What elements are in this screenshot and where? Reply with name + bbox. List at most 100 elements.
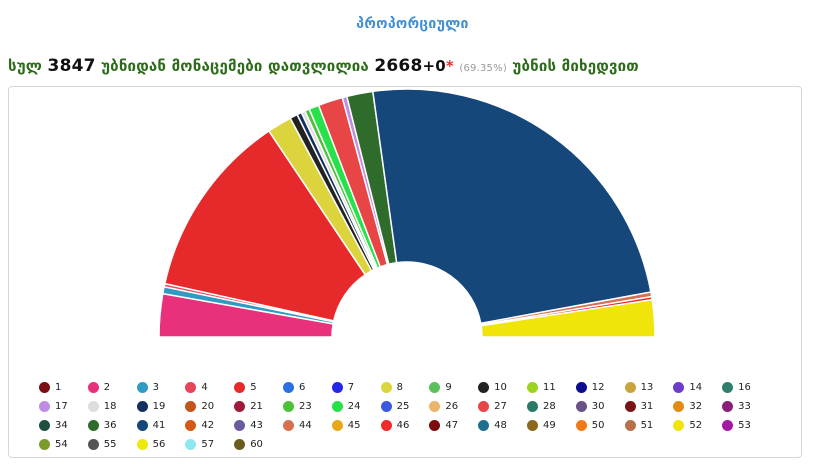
legend-label: 18 bbox=[103, 400, 117, 412]
legend-item-51[interactable]: 51 bbox=[624, 417, 674, 433]
legend-item-50[interactable]: 50 bbox=[575, 417, 625, 433]
legend-item-10[interactable]: 10 bbox=[478, 379, 527, 395]
legend-item-17[interactable]: 17 bbox=[39, 398, 88, 414]
legend-item-2[interactable]: 2 bbox=[87, 379, 137, 395]
summary-middle: უბნიდან მონაცემები დათვლილია bbox=[101, 57, 369, 75]
legend-item-54[interactable]: 54 bbox=[39, 436, 88, 452]
legend-item-6[interactable]: 6 bbox=[282, 379, 332, 395]
legend-item-48[interactable]: 48 bbox=[478, 417, 527, 433]
legend-item-32[interactable]: 32 bbox=[673, 398, 722, 414]
legend-item-47[interactable]: 47 bbox=[429, 417, 478, 433]
legend-item-53[interactable]: 53 bbox=[722, 417, 771, 433]
legend-item-14[interactable]: 14 bbox=[673, 379, 722, 395]
legend-dot-icon bbox=[234, 381, 246, 393]
legend-item-1[interactable]: 1 bbox=[39, 379, 88, 395]
legend-item-49[interactable]: 49 bbox=[526, 417, 576, 433]
legend-item-46[interactable]: 46 bbox=[380, 417, 430, 433]
legend-label: 13 bbox=[640, 381, 654, 393]
legend-item-8[interactable]: 8 bbox=[380, 379, 430, 395]
summary-prefix: სულ bbox=[8, 57, 43, 75]
legend-item-44[interactable]: 44 bbox=[282, 417, 332, 433]
legend-label: 10 bbox=[494, 381, 507, 393]
legend-item-60[interactable]: 60 bbox=[234, 436, 283, 452]
legend-item-4[interactable]: 4 bbox=[185, 379, 234, 395]
legend-label: 20 bbox=[201, 400, 215, 412]
legend-item-26[interactable]: 26 bbox=[429, 398, 478, 414]
legend-item-42[interactable]: 42 bbox=[185, 417, 234, 433]
legend-dot-icon bbox=[429, 381, 441, 393]
legend-item-21[interactable]: 21 bbox=[234, 398, 283, 414]
legend-label: 8 bbox=[396, 381, 403, 393]
legend-label: 11 bbox=[542, 381, 556, 393]
chart-card: 1 2 3 4 5 6 7 8 9 10 11 12 13 14 16 17 18 19 20 21 23 24 25 26 2… bbox=[8, 86, 802, 458]
legend-dot-icon bbox=[722, 400, 734, 412]
legend-item-57[interactable]: 57 bbox=[185, 436, 234, 452]
legend-item-19[interactable]: 19 bbox=[136, 398, 186, 414]
legend-item-28[interactable]: 28 bbox=[526, 398, 576, 414]
legend-dot-icon bbox=[185, 419, 197, 431]
legend-dot-icon bbox=[624, 381, 636, 393]
legend-item-52[interactable]: 52 bbox=[673, 417, 722, 433]
legend-item-36[interactable]: 36 bbox=[87, 417, 137, 433]
legend-item-41[interactable]: 41 bbox=[136, 417, 186, 433]
legend-dot-icon bbox=[234, 438, 246, 450]
legend-item-9[interactable]: 9 bbox=[429, 379, 478, 395]
legend-label: 26 bbox=[445, 400, 459, 412]
slice-party-5[interactable] bbox=[163, 129, 367, 322]
legend-item-25[interactable]: 25 bbox=[380, 398, 430, 414]
legend-item-3[interactable]: 3 bbox=[136, 379, 186, 395]
asterisk: * bbox=[445, 57, 454, 75]
legend-label: 54 bbox=[55, 438, 68, 450]
tab-title[interactable]: პროპორციული bbox=[356, 16, 469, 32]
legend-dot-icon bbox=[526, 419, 538, 431]
legend-label: 16 bbox=[738, 381, 751, 393]
legend-dot-icon bbox=[380, 400, 392, 412]
legend-label: 32 bbox=[689, 400, 703, 412]
legend-item-13[interactable]: 13 bbox=[624, 379, 674, 395]
legend-dot-icon bbox=[575, 419, 587, 431]
legend-dot-icon bbox=[331, 381, 343, 393]
legend-dot-icon bbox=[282, 419, 294, 431]
legend-item-30[interactable]: 30 bbox=[575, 398, 625, 414]
legend-dot-icon bbox=[234, 400, 246, 412]
legend-item-55[interactable]: 55 bbox=[87, 436, 137, 452]
legend-label: 45 bbox=[347, 419, 361, 431]
parliament-chart bbox=[158, 88, 656, 338]
legend-item-18[interactable]: 18 bbox=[87, 398, 137, 414]
legend-dot-icon bbox=[575, 400, 587, 412]
legend-item-31[interactable]: 31 bbox=[624, 398, 674, 414]
legend-dot-icon bbox=[136, 438, 148, 450]
legend-label: 43 bbox=[250, 419, 263, 431]
legend-dot-icon bbox=[575, 381, 587, 393]
slice-party-52[interactable] bbox=[480, 298, 656, 338]
legend-label: 1 bbox=[55, 381, 62, 393]
legend-label: 3 bbox=[152, 381, 159, 393]
legend-item-20[interactable]: 20 bbox=[185, 398, 234, 414]
legend-item-45[interactable]: 45 bbox=[331, 417, 381, 433]
legend-item-11[interactable]: 11 bbox=[526, 379, 576, 395]
legend-item-12[interactable]: 12 bbox=[575, 379, 625, 395]
slice-party-41[interactable] bbox=[371, 88, 652, 325]
legend-item-16[interactable]: 16 bbox=[722, 379, 771, 395]
legend-item-5[interactable]: 5 bbox=[234, 379, 283, 395]
legend-item-33[interactable]: 33 bbox=[722, 398, 771, 414]
legend-dot-icon bbox=[722, 381, 734, 393]
legend-label: 56 bbox=[152, 438, 166, 450]
legend-label: 17 bbox=[55, 400, 68, 412]
legend-item-24[interactable]: 24 bbox=[331, 398, 381, 414]
legend-dot-icon bbox=[526, 381, 538, 393]
legend-label: 5 bbox=[250, 381, 257, 393]
legend-label: 2 bbox=[103, 381, 111, 393]
legend-item-7[interactable]: 7 bbox=[331, 379, 381, 395]
legend-label: 52 bbox=[689, 419, 703, 431]
legend-label: 51 bbox=[640, 419, 654, 431]
legend-item-43[interactable]: 43 bbox=[234, 417, 283, 433]
legend-item-56[interactable]: 56 bbox=[136, 436, 186, 452]
legend-item-27[interactable]: 27 bbox=[478, 398, 527, 414]
legend-item-34[interactable]: 34 bbox=[39, 417, 88, 433]
legend-label: 19 bbox=[152, 400, 166, 412]
legend-item-23[interactable]: 23 bbox=[282, 398, 332, 414]
legend-label: 24 bbox=[347, 400, 361, 412]
legend-dot-icon bbox=[478, 400, 490, 412]
legend-label: 21 bbox=[250, 400, 263, 412]
